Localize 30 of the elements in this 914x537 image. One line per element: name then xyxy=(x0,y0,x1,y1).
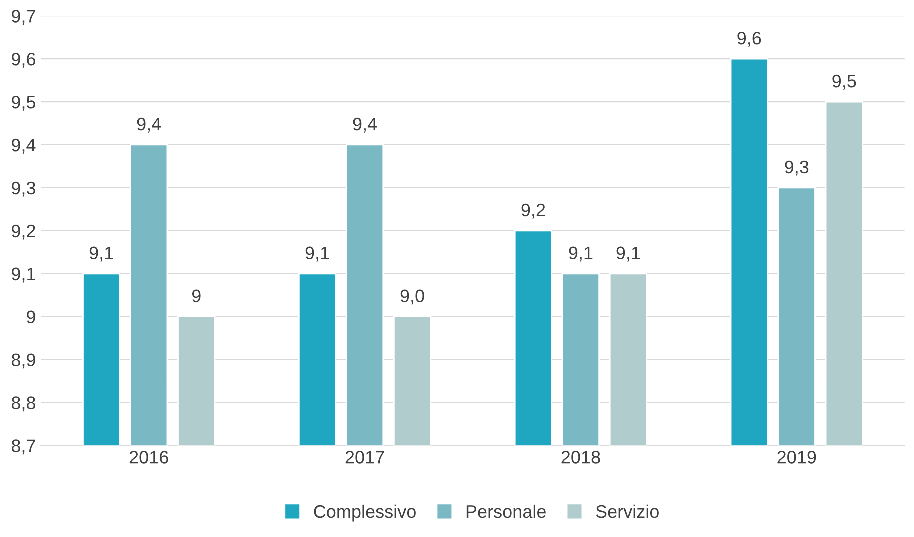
y-tick-label: 9,6 xyxy=(12,53,36,68)
y-tick-label: 9,4 xyxy=(12,138,36,154)
data-label: 9,1 xyxy=(90,246,114,262)
x-tick-label: 2018 xyxy=(562,451,600,464)
x-tick-label: 2019 xyxy=(778,451,816,464)
y-tick-label: 9,5 xyxy=(12,96,36,111)
y-tick-label: 9,1 xyxy=(12,268,36,283)
x-tick-label: 2016 xyxy=(130,451,168,464)
data-label: 9,6 xyxy=(738,32,762,47)
y-tick-label: 9,3 xyxy=(12,182,36,197)
legend-label: Complessivo xyxy=(314,504,416,522)
data-label: 9,1 xyxy=(569,246,593,262)
data-label: 9 xyxy=(192,290,201,303)
data-label: 9,1 xyxy=(616,246,640,262)
data-label: 9,5 xyxy=(832,74,856,90)
data-label: 9,3 xyxy=(785,160,809,176)
data-label: 9,4 xyxy=(353,118,378,133)
y-tick-label: 9,2 xyxy=(12,224,36,240)
data-label: 9,2 xyxy=(522,204,546,219)
y-tick-label: 9 xyxy=(27,310,36,324)
legend-label: Personale xyxy=(466,504,546,518)
x-tick-label: 2017 xyxy=(346,451,384,464)
data-label: 9,0 xyxy=(400,290,424,305)
data-label: 9,4 xyxy=(137,118,162,133)
y-tick-label: 8,7 xyxy=(12,440,36,455)
y-tick-label: 9,7 xyxy=(12,10,36,25)
y-tick-label: 8,8 xyxy=(12,396,36,412)
legend-label: Servizio xyxy=(596,504,659,518)
data-label: 9,1 xyxy=(306,246,330,262)
y-tick-label: 8,9 xyxy=(12,354,36,369)
